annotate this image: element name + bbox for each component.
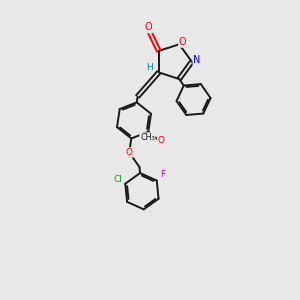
Text: O: O (145, 22, 152, 32)
Text: CH₃: CH₃ (140, 133, 155, 142)
Text: H: H (146, 63, 153, 72)
Text: O: O (126, 148, 133, 157)
Text: Cl: Cl (114, 175, 122, 184)
Text: O: O (179, 37, 187, 47)
Text: N: N (194, 55, 201, 65)
Text: O: O (158, 136, 165, 146)
Text: F: F (160, 169, 165, 178)
